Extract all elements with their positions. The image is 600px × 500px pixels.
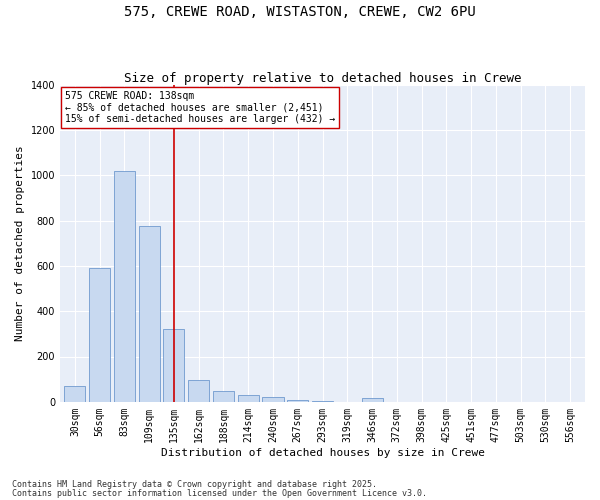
Bar: [312, 400, 333, 402]
Bar: [188, 380, 209, 402]
Bar: [139, 226, 160, 402]
Text: Contains HM Land Registry data © Crown copyright and database right 2025.: Contains HM Land Registry data © Crown c…: [12, 480, 377, 489]
Bar: [213, 390, 234, 402]
Bar: [163, 330, 184, 402]
Bar: [238, 395, 259, 402]
Bar: [362, 398, 383, 402]
Y-axis label: Number of detached properties: Number of detached properties: [15, 146, 25, 341]
Bar: [89, 268, 110, 402]
Bar: [287, 400, 308, 402]
Bar: [64, 386, 85, 402]
Title: Size of property relative to detached houses in Crewe: Size of property relative to detached ho…: [124, 72, 521, 85]
Text: 575 CREWE ROAD: 138sqm
← 85% of detached houses are smaller (2,451)
15% of semi-: 575 CREWE ROAD: 138sqm ← 85% of detached…: [65, 91, 335, 124]
Text: Contains public sector information licensed under the Open Government Licence v3: Contains public sector information licen…: [12, 488, 427, 498]
X-axis label: Distribution of detached houses by size in Crewe: Distribution of detached houses by size …: [161, 448, 485, 458]
Text: 575, CREWE ROAD, WISTASTON, CREWE, CW2 6PU: 575, CREWE ROAD, WISTASTON, CREWE, CW2 6…: [124, 5, 476, 19]
Bar: [262, 398, 284, 402]
Bar: [114, 170, 135, 402]
